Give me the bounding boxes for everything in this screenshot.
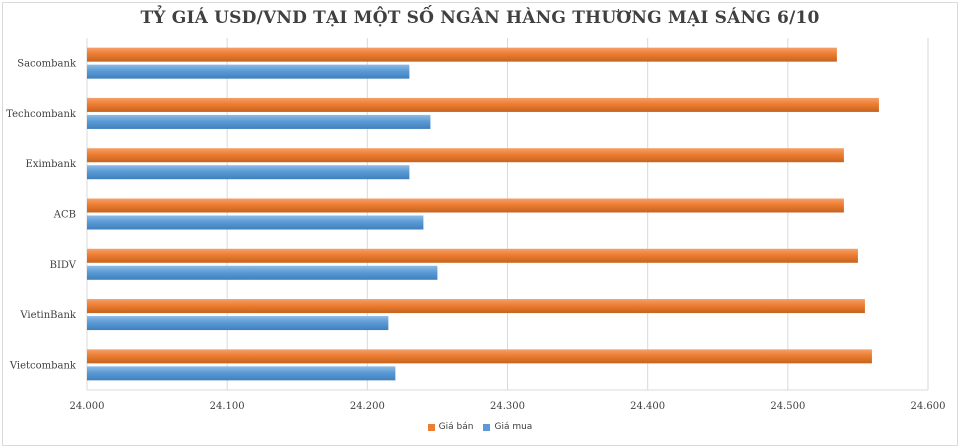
bar-gia-ban-techcombank xyxy=(87,97,879,112)
x-tick-label: 24.400 xyxy=(630,401,665,412)
x-tick-label: 24.600 xyxy=(911,401,946,412)
y-category-label: BIDV xyxy=(50,260,77,271)
y-category-label: Sacombank xyxy=(17,59,77,70)
y-category-label: VietinBank xyxy=(19,310,77,321)
x-tick-label: 24.500 xyxy=(770,401,805,412)
bar-gia-mua-vietinbank xyxy=(87,316,389,331)
y-category-label: Techcombank xyxy=(6,109,77,120)
bar-gia-mua-sacombank xyxy=(87,64,410,79)
bar-gia-ban-eximbank xyxy=(87,148,844,163)
bar-gia-ban-acb xyxy=(87,198,844,213)
x-tick-label: 24.300 xyxy=(490,401,525,412)
bar-gia-mua-acb xyxy=(87,215,424,230)
bar-gia-ban-bidv xyxy=(87,248,858,263)
y-category-label: ACB xyxy=(53,210,76,221)
x-tick-label: 24.000 xyxy=(70,401,105,412)
legend-label: Giá mua xyxy=(494,422,533,432)
legend-swatch xyxy=(427,423,435,431)
legend-swatch xyxy=(483,423,491,431)
bar-gia-ban-sacombank xyxy=(87,47,837,62)
legend: Giá bán Giá mua xyxy=(0,422,960,434)
bar-gia-ban-vietinbank xyxy=(87,299,865,314)
x-tick-label: 24.100 xyxy=(210,401,245,412)
bar-gia-mua-bidv xyxy=(87,265,438,280)
y-category-label: Eximbank xyxy=(26,159,77,170)
bar-gia-mua-vietcombank xyxy=(87,366,396,381)
legend-item: Giá bán xyxy=(427,422,474,432)
legend-label: Giá bán xyxy=(438,422,474,432)
legend-item: Giá mua xyxy=(483,422,532,432)
x-tick-label: 24.200 xyxy=(350,401,385,412)
bar-gia-mua-techcombank xyxy=(87,114,431,129)
bar-gia-mua-eximbank xyxy=(87,165,410,180)
chart-title: TỶ GIÁ USD/VND TẠI MỘT SỐ NGÂN HÀNG THƯƠ… xyxy=(140,8,820,28)
y-category-label: Vietcombank xyxy=(9,360,77,371)
bar-gia-ban-vietcombank xyxy=(87,349,872,364)
